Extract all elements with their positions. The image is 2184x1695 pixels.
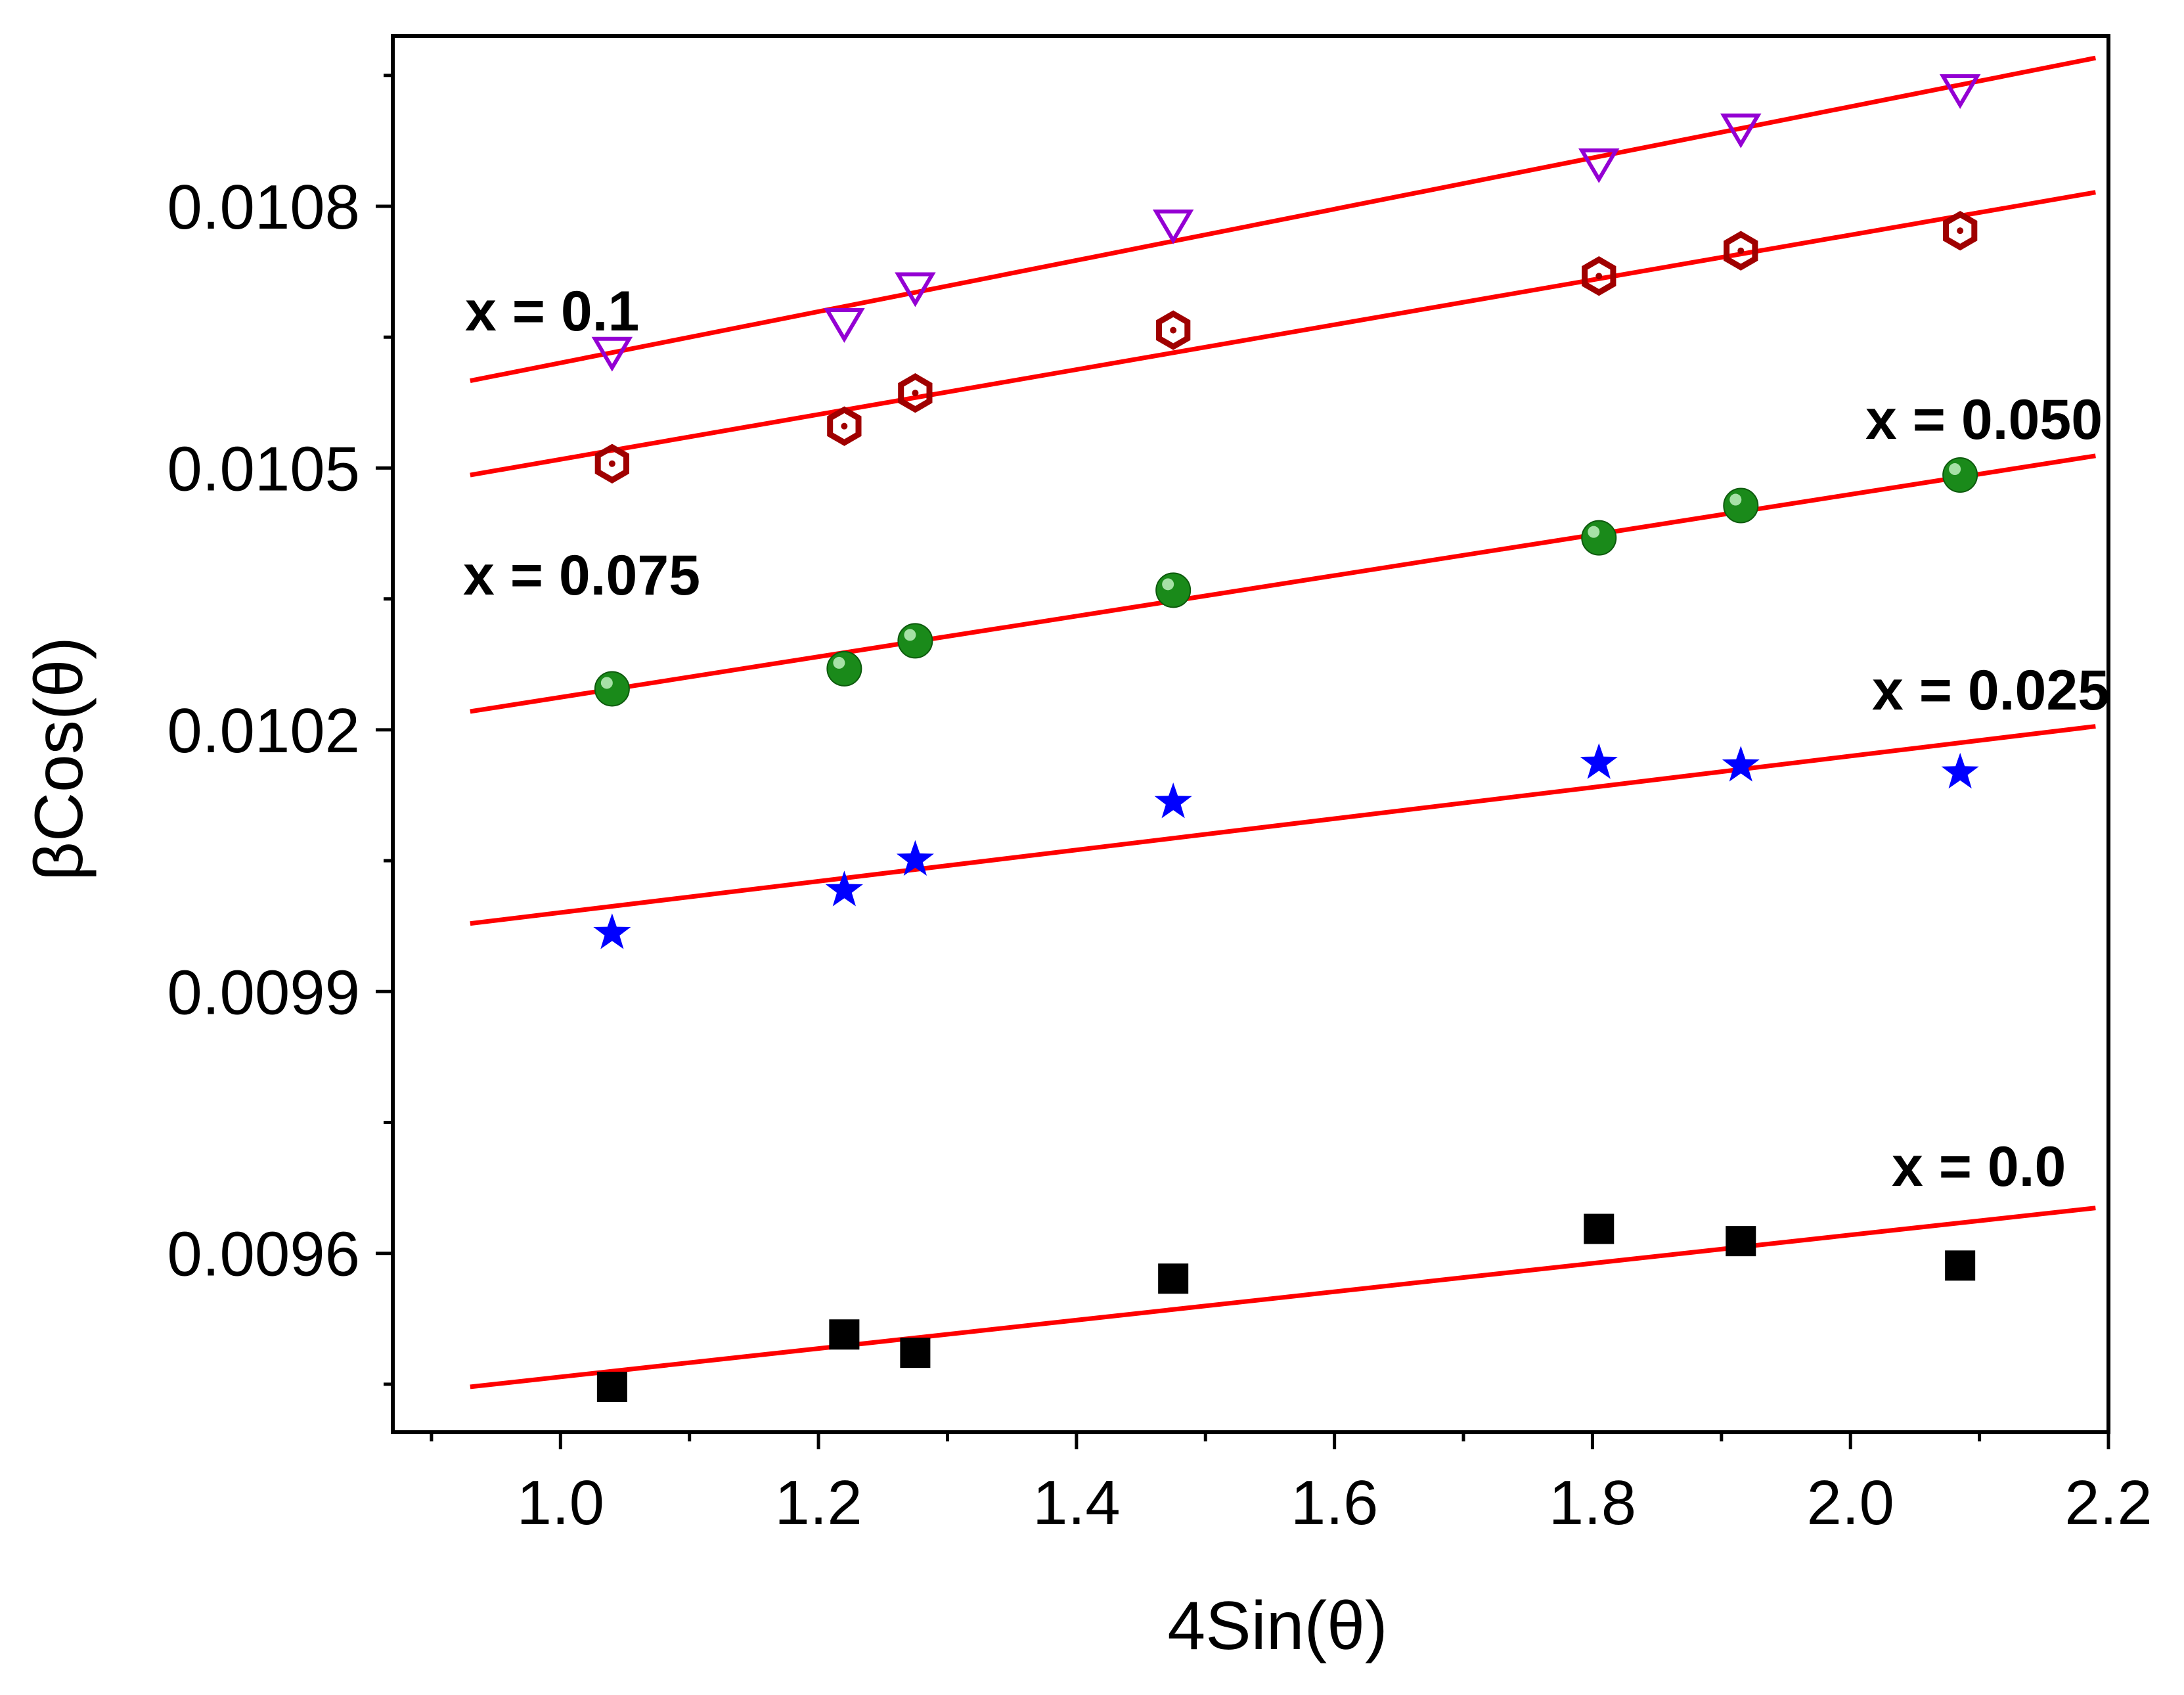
sphere-marker (826, 650, 862, 687)
star-marker (1722, 746, 1760, 782)
series-label-x-0.1: x = 0.1 (465, 280, 639, 343)
triangle-down-marker (1720, 113, 1762, 148)
hexagon-marker (1582, 256, 1616, 296)
x-tick-label: 1.8 (1549, 1468, 1636, 1538)
sphere-marker-highlight (1729, 493, 1742, 506)
sphere-marker (1155, 572, 1192, 608)
x-tick-label: 1.6 (1291, 1468, 1378, 1538)
x-tick-label: 2.0 (1806, 1468, 1894, 1538)
x-tick-label: 1.2 (774, 1468, 862, 1538)
sphere-marker-highlight (904, 629, 916, 641)
x-tick-label: 2.2 (2064, 1468, 2152, 1538)
hexagon-marker-center (841, 422, 848, 430)
hexagon-marker (1943, 211, 1978, 251)
sphere-marker-highlight (600, 677, 613, 689)
fit-line (470, 190, 2096, 478)
triangle-down-marker (824, 307, 865, 343)
series-label-x-0.050: x = 0.050 (1865, 388, 2103, 451)
x-axis-ticks: 1.0 1.2 1.4 1.6 1.8 2.0 2.2 (430, 1432, 2152, 1538)
triangle-down-marker (1578, 148, 1620, 183)
plot-frame (391, 34, 2110, 1434)
square-marker (1158, 1263, 1189, 1294)
sphere-marker-highlight (1949, 463, 1961, 476)
sphere-marker-highlight (1588, 526, 1600, 538)
hexagon-marker-center (1170, 327, 1177, 334)
fit-line (470, 724, 2096, 926)
star-marker (896, 840, 934, 876)
sphere-marker (1723, 487, 1759, 524)
y-axis-title: βCos(θ) (21, 637, 97, 881)
square-marker (1945, 1250, 1976, 1281)
sphere-marker (897, 623, 933, 659)
hexagon-marker-center (1595, 273, 1603, 280)
y-tick-label: 0.0099 (167, 957, 360, 1028)
fit-line (470, 453, 2096, 714)
triangle-down-marker (895, 272, 936, 307)
triangle-down-marker (591, 336, 633, 372)
y-tick-label: 0.0105 (167, 434, 360, 504)
hexagon-marker (1724, 231, 1758, 271)
square-marker (1584, 1213, 1615, 1244)
hexagon-marker-center (912, 390, 919, 397)
sphere-marker (594, 671, 630, 707)
y-tick-label: 0.0096 (167, 1219, 360, 1290)
fit-line (470, 55, 2097, 384)
star-marker (593, 913, 631, 949)
square-marker (900, 1338, 931, 1368)
hexagon-marker-center (1737, 247, 1745, 254)
star-marker (1580, 743, 1618, 779)
series-label-x-0.025: x = 0.025 (1872, 659, 2109, 722)
square-marker (1726, 1226, 1756, 1257)
square-marker (829, 1319, 860, 1350)
star-marker (1941, 752, 1979, 789)
hexagon-marker-center (608, 460, 615, 467)
square-marker (596, 1371, 627, 1402)
hexagon-marker (898, 373, 933, 413)
x-axis-title: 4Sin(θ) (1167, 1588, 1387, 1664)
x-tick-label: 1.4 (1033, 1468, 1120, 1538)
triangle-down-marker (1939, 74, 1981, 109)
sphere-marker (1942, 457, 1978, 493)
hexagon-marker (1156, 310, 1191, 350)
star-marker (825, 870, 863, 907)
sphere-marker (1581, 520, 1617, 556)
sphere-marker-highlight (833, 656, 845, 669)
sphere-marker-highlight (1162, 578, 1174, 591)
data-markers (591, 74, 1981, 1402)
series-label-x-0.075: x = 0.075 (463, 544, 700, 607)
triangle-down-marker (1152, 209, 1194, 244)
y-tick-label: 0.0108 (167, 172, 360, 242)
fit-lines (470, 55, 2097, 1390)
series-label-x-0.0: x = 0.0 (1892, 1135, 2066, 1198)
plot-border (391, 34, 2110, 1434)
fit-line (470, 1206, 2096, 1390)
hexagon-marker-center (1957, 227, 1964, 235)
hexagon-marker (827, 406, 862, 446)
star-marker (1154, 782, 1192, 819)
y-axis-ticks: 0.0096 0.0099 0.0102 0.0105 0.0108 (167, 74, 393, 1386)
y-tick-label: 0.0102 (167, 696, 360, 766)
x-tick-label: 1.0 (517, 1468, 604, 1538)
hexagon-marker (594, 443, 629, 484)
